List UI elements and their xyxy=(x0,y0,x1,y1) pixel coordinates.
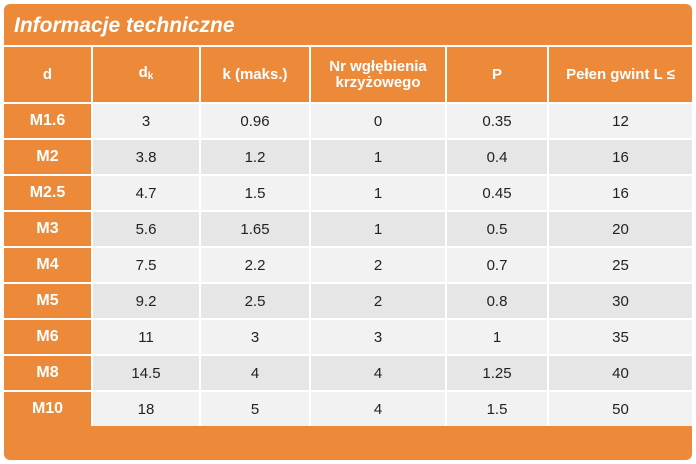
row-header-size: M10 xyxy=(4,390,93,426)
cell-dk: 14.5 xyxy=(91,354,201,392)
cell-full-thread: 16 xyxy=(547,174,692,212)
row-header-size: M3 xyxy=(4,210,93,248)
cell-k-max: 4 xyxy=(199,354,311,392)
column-header-recess-number: Nr wgłębienia krzyżowego xyxy=(309,45,447,104)
cell-recess-number: 1 xyxy=(309,138,447,176)
cell-full-thread: 30 xyxy=(547,282,692,320)
cell-full-thread: 35 xyxy=(547,318,692,356)
cell-dk: 4.7 xyxy=(91,174,201,212)
row-header-size: M6 xyxy=(4,318,93,356)
cell-dk: 3 xyxy=(91,102,201,140)
column-header-full-thread: Pełen gwint L ≤ xyxy=(547,45,692,104)
cell-p: 0.5 xyxy=(445,210,549,248)
cell-recess-number: 2 xyxy=(309,246,447,284)
cell-recess-number: 0 xyxy=(309,102,447,140)
row-header-size: M5 xyxy=(4,282,93,320)
cell-dk: 7.5 xyxy=(91,246,201,284)
cell-k-max: 3 xyxy=(199,318,311,356)
cell-full-thread: 12 xyxy=(547,102,692,140)
row-header-size: M2.5 xyxy=(4,174,93,212)
cell-k-max: 5 xyxy=(199,390,311,426)
cell-recess-number: 1 xyxy=(309,210,447,248)
tech-spec-table: d dk k (maks.) Nr wgłębienia krzyżowego … xyxy=(4,45,692,426)
cell-p: 0.8 xyxy=(445,282,549,320)
cell-dk: 5.6 xyxy=(91,210,201,248)
cell-recess-number: 2 xyxy=(309,282,447,320)
row-header-size: M8 xyxy=(4,354,93,392)
cell-k-max: 0.96 xyxy=(199,102,311,140)
table-row: M2 3.8 1.2 1 0.4 16 xyxy=(4,138,692,176)
table-header-row: d dk k (maks.) Nr wgłębienia krzyżowego … xyxy=(4,45,692,104)
cell-recess-number: 3 xyxy=(309,318,447,356)
table-row: M6 11 3 3 1 35 xyxy=(4,318,692,356)
cell-full-thread: 25 xyxy=(547,246,692,284)
tech-info-panel: Informacje techniczne d dk k (maks.) Nr … xyxy=(4,4,692,460)
cell-dk: 11 xyxy=(91,318,201,356)
row-header-size: M2 xyxy=(4,138,93,176)
column-header-dk: dk xyxy=(91,45,201,104)
table-row: M5 9.2 2.5 2 0.8 30 xyxy=(4,282,692,320)
table-row: M10 18 5 4 1.5 50 xyxy=(4,390,692,426)
cell-dk: 18 xyxy=(91,390,201,426)
table-row: M8 14.5 4 4 1.25 40 xyxy=(4,354,692,392)
column-header-p: P xyxy=(445,45,549,104)
table-row: M2.5 4.7 1.5 1 0.45 16 xyxy=(4,174,692,212)
cell-p: 0.35 xyxy=(445,102,549,140)
cell-full-thread: 20 xyxy=(547,210,692,248)
cell-k-max: 2.2 xyxy=(199,246,311,284)
cell-p: 1 xyxy=(445,318,549,356)
cell-k-max: 1.65 xyxy=(199,210,311,248)
column-header-k-max: k (maks.) xyxy=(199,45,311,104)
panel-title: Informacje techniczne xyxy=(14,14,235,37)
row-header-size: M1.6 xyxy=(4,102,93,140)
table-row: M3 5.6 1.65 1 0.5 20 xyxy=(4,210,692,248)
cell-recess-number: 1 xyxy=(309,174,447,212)
cell-p: 1.25 xyxy=(445,354,549,392)
column-header-d: d xyxy=(4,45,93,104)
cell-k-max: 1.5 xyxy=(199,174,311,212)
cell-p: 0.45 xyxy=(445,174,549,212)
cell-full-thread: 16 xyxy=(547,138,692,176)
cell-full-thread: 50 xyxy=(547,390,692,426)
cell-p: 0.4 xyxy=(445,138,549,176)
table-row: M4 7.5 2.2 2 0.7 25 xyxy=(4,246,692,284)
cell-k-max: 2.5 xyxy=(199,282,311,320)
cell-p: 0.7 xyxy=(445,246,549,284)
cell-recess-number: 4 xyxy=(309,390,447,426)
cell-full-thread: 40 xyxy=(547,354,692,392)
table-row: M1.6 3 0.96 0 0.35 12 xyxy=(4,102,692,140)
cell-p: 1.5 xyxy=(445,390,549,426)
cell-recess-number: 4 xyxy=(309,354,447,392)
cell-dk: 3.8 xyxy=(91,138,201,176)
cell-k-max: 1.2 xyxy=(199,138,311,176)
cell-dk: 9.2 xyxy=(91,282,201,320)
row-header-size: M4 xyxy=(4,246,93,284)
